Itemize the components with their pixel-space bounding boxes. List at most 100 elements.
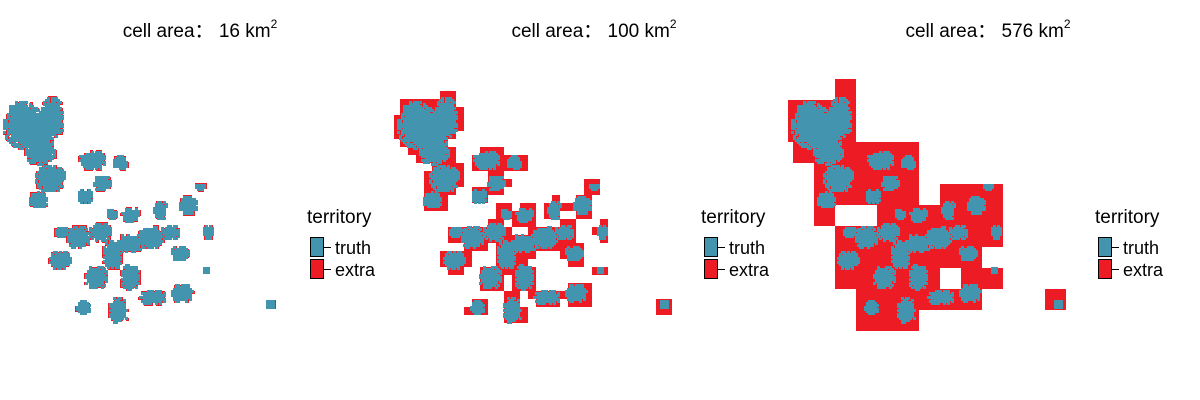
- truth-cell: [143, 246, 146, 249]
- truth-cell: [169, 237, 172, 240]
- truth-cell: [175, 237, 178, 240]
- truth-cell: [99, 167, 102, 170]
- legend-swatch-extra: [310, 259, 324, 279]
- truth-cell: [149, 302, 152, 305]
- truth-cell: [125, 317, 128, 320]
- truth-cell: [121, 250, 124, 253]
- truth-cell: [79, 246, 82, 249]
- truth-cell: [427, 161, 430, 164]
- truth-cell: [191, 212, 194, 215]
- truth-cell: [441, 137, 444, 140]
- truth-cell: [435, 125, 438, 128]
- truth-cell: [423, 119, 426, 122]
- truth-cell: [107, 186, 110, 189]
- truth-cell: [84, 312, 87, 315]
- truth-cell: [185, 300, 188, 303]
- truth-cell: [189, 298, 192, 301]
- truth-cell: [67, 263, 70, 266]
- truth-cell: [159, 302, 162, 305]
- truth-cell: [21, 147, 24, 150]
- truth-cell: [47, 137, 50, 140]
- truth-cell: [103, 188, 106, 191]
- truth-cell: [95, 167, 98, 170]
- truth-cell: [3, 131, 6, 134]
- truth-cell: [272, 306, 275, 309]
- truth-cell: [151, 246, 154, 249]
- truth-cell: [163, 300, 166, 303]
- truth-cell: [137, 282, 140, 285]
- truth-cell: [55, 135, 58, 138]
- truth-cell: [91, 237, 94, 240]
- truth-cell: [117, 266, 120, 269]
- legend-label-extra: extra: [335, 260, 375, 281]
- truth-cell: [88, 201, 91, 204]
- truth-cell: [195, 208, 198, 211]
- truth-cell: [61, 185, 64, 188]
- truth-cell: [119, 319, 122, 322]
- truth-cell: [453, 131, 456, 134]
- panel-100km: cell area： 100 km2 territory truth extra: [394, 0, 794, 400]
- legend: territory truth extra: [307, 207, 397, 287]
- legend-title: territory: [307, 207, 371, 229]
- truth-cell: [63, 235, 66, 238]
- truth-cell: [135, 218, 138, 221]
- truth-cell: [23, 121, 26, 124]
- truth-cell: [29, 119, 32, 122]
- legend-tick: [324, 269, 331, 270]
- truth-cell: [49, 159, 52, 162]
- truth-cell: [59, 267, 62, 270]
- truth-cell: [135, 286, 138, 289]
- truth-cell: [91, 167, 94, 170]
- truth-cell: [53, 267, 56, 270]
- truth-cell: [125, 250, 128, 253]
- truth-cell: [83, 244, 86, 247]
- truth-cell: [445, 137, 448, 140]
- truth-cell: [163, 217, 166, 220]
- truth-cell: [111, 266, 114, 269]
- truth-cell: [105, 239, 108, 242]
- truth-cell: [177, 300, 180, 303]
- truth-cell: [439, 161, 442, 164]
- truth-cell: [455, 185, 458, 188]
- truth-cell: [80, 201, 83, 204]
- truth-cell: [105, 280, 108, 283]
- truth-cell: [447, 189, 450, 192]
- truth-cell: [33, 161, 36, 164]
- territory-map: [394, 0, 694, 400]
- truth-cell: [95, 239, 98, 242]
- truth-cell: [113, 217, 116, 220]
- truth-cell: [45, 161, 48, 164]
- truth-cell: [415, 147, 418, 150]
- legend-tick: [324, 247, 331, 248]
- truth-cell: [61, 125, 64, 128]
- truth-cell: [87, 242, 90, 245]
- truth-cell: [95, 286, 98, 289]
- truth-cell: [131, 220, 134, 223]
- truth-cell: [155, 302, 158, 305]
- truth-cell: [63, 267, 66, 270]
- truth-cell: [403, 119, 406, 122]
- truth-cell: [57, 189, 60, 192]
- truth-cell: [417, 121, 420, 124]
- panel-16km: cell area： 16 km2 territory truth extra: [0, 0, 400, 400]
- truth-cell: [209, 237, 212, 240]
- truth-cell: [9, 119, 12, 122]
- legend-swatch-truth: [310, 237, 324, 257]
- truth-cell: [183, 258, 186, 261]
- truth-cell: [41, 125, 44, 128]
- truth-cell: [139, 248, 142, 251]
- truth-cell: [103, 163, 106, 166]
- truth-cell: [455, 125, 458, 128]
- truth-cell: [133, 250, 136, 253]
- truth-cell: [451, 189, 454, 192]
- truth-cell: [443, 159, 446, 162]
- truth-cell: [88, 310, 91, 313]
- truth-cell: [51, 137, 54, 140]
- truth-cell: [53, 189, 56, 192]
- truth-cell: [73, 246, 76, 249]
- truth-cell: [43, 205, 46, 208]
- truth-cell: [107, 266, 110, 269]
- truth-cell: [84, 201, 87, 204]
- truth-cell: [67, 233, 70, 236]
- truth-cell: [207, 271, 210, 274]
